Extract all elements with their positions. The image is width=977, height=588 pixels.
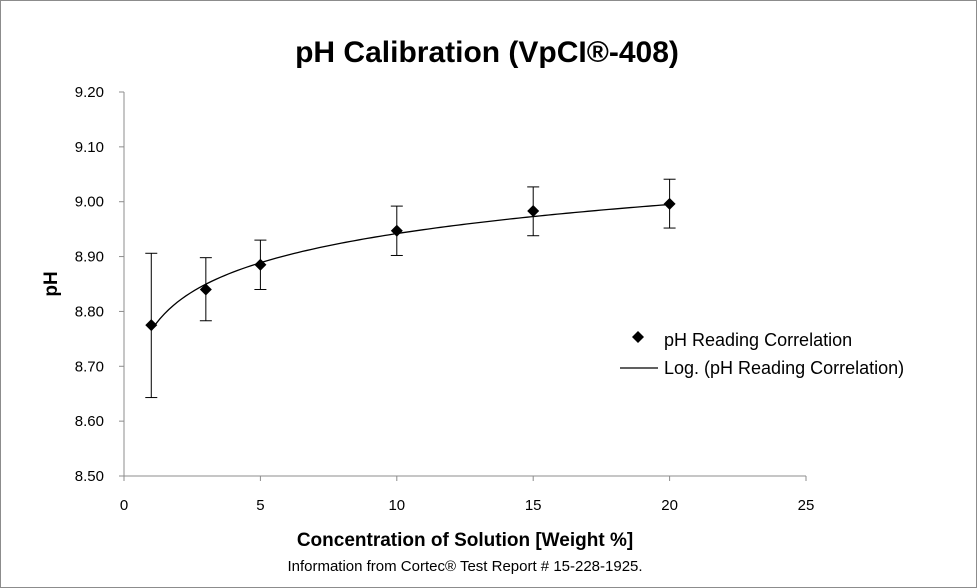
y-tick-label: 9.00 — [75, 194, 104, 211]
x-axis-title: Concentration of Solution [Weight %] — [297, 530, 633, 551]
data-point-diamond — [663, 197, 676, 210]
data-point-diamond — [527, 205, 540, 218]
x-axis-ticks: 0 5 10 15 20 25 — [120, 476, 815, 514]
error-bars — [145, 178, 676, 399]
y-tick-label: 8.50 — [75, 468, 104, 485]
legend: pH Reading Correlation Log. (pH Reading … — [620, 330, 904, 378]
legend-label-series: pH Reading Correlation — [664, 330, 852, 350]
y-tick-label: 9.20 — [75, 84, 104, 101]
data-point-diamond — [390, 224, 403, 237]
log-trendline — [150, 203, 670, 331]
y-axis-ticks: 8.50 8.60 8.70 8.80 8.90 9.00 9.10 9.20 — [75, 84, 124, 485]
y-tick-label: 8.80 — [75, 303, 104, 320]
y-tick-label: 9.10 — [75, 139, 104, 156]
x-tick-label: 15 — [525, 497, 542, 514]
x-tick-label: 5 — [256, 497, 264, 514]
x-tick-label: 0 — [120, 497, 128, 514]
y-axis-title: pH — [41, 271, 62, 296]
chart-title: pH Calibration (VpCI®-408) — [295, 36, 679, 69]
legend-label-trendline: Log. (pH Reading Correlation) — [664, 358, 904, 378]
legend-diamond-marker — [632, 331, 644, 343]
data-point-diamond — [145, 319, 158, 332]
data-markers — [145, 197, 676, 332]
x-tick-label: 25 — [798, 497, 815, 514]
data-point-diamond — [199, 283, 212, 296]
source-note: Information from Cortec® Test Report # 1… — [287, 558, 642, 575]
data-point-diamond — [254, 258, 267, 271]
y-tick-label: 8.70 — [75, 358, 104, 375]
x-tick-label: 10 — [388, 497, 405, 514]
y-tick-label: 8.60 — [75, 413, 104, 430]
y-tick-label: 8.90 — [75, 249, 104, 266]
x-tick-label: 20 — [661, 497, 678, 514]
